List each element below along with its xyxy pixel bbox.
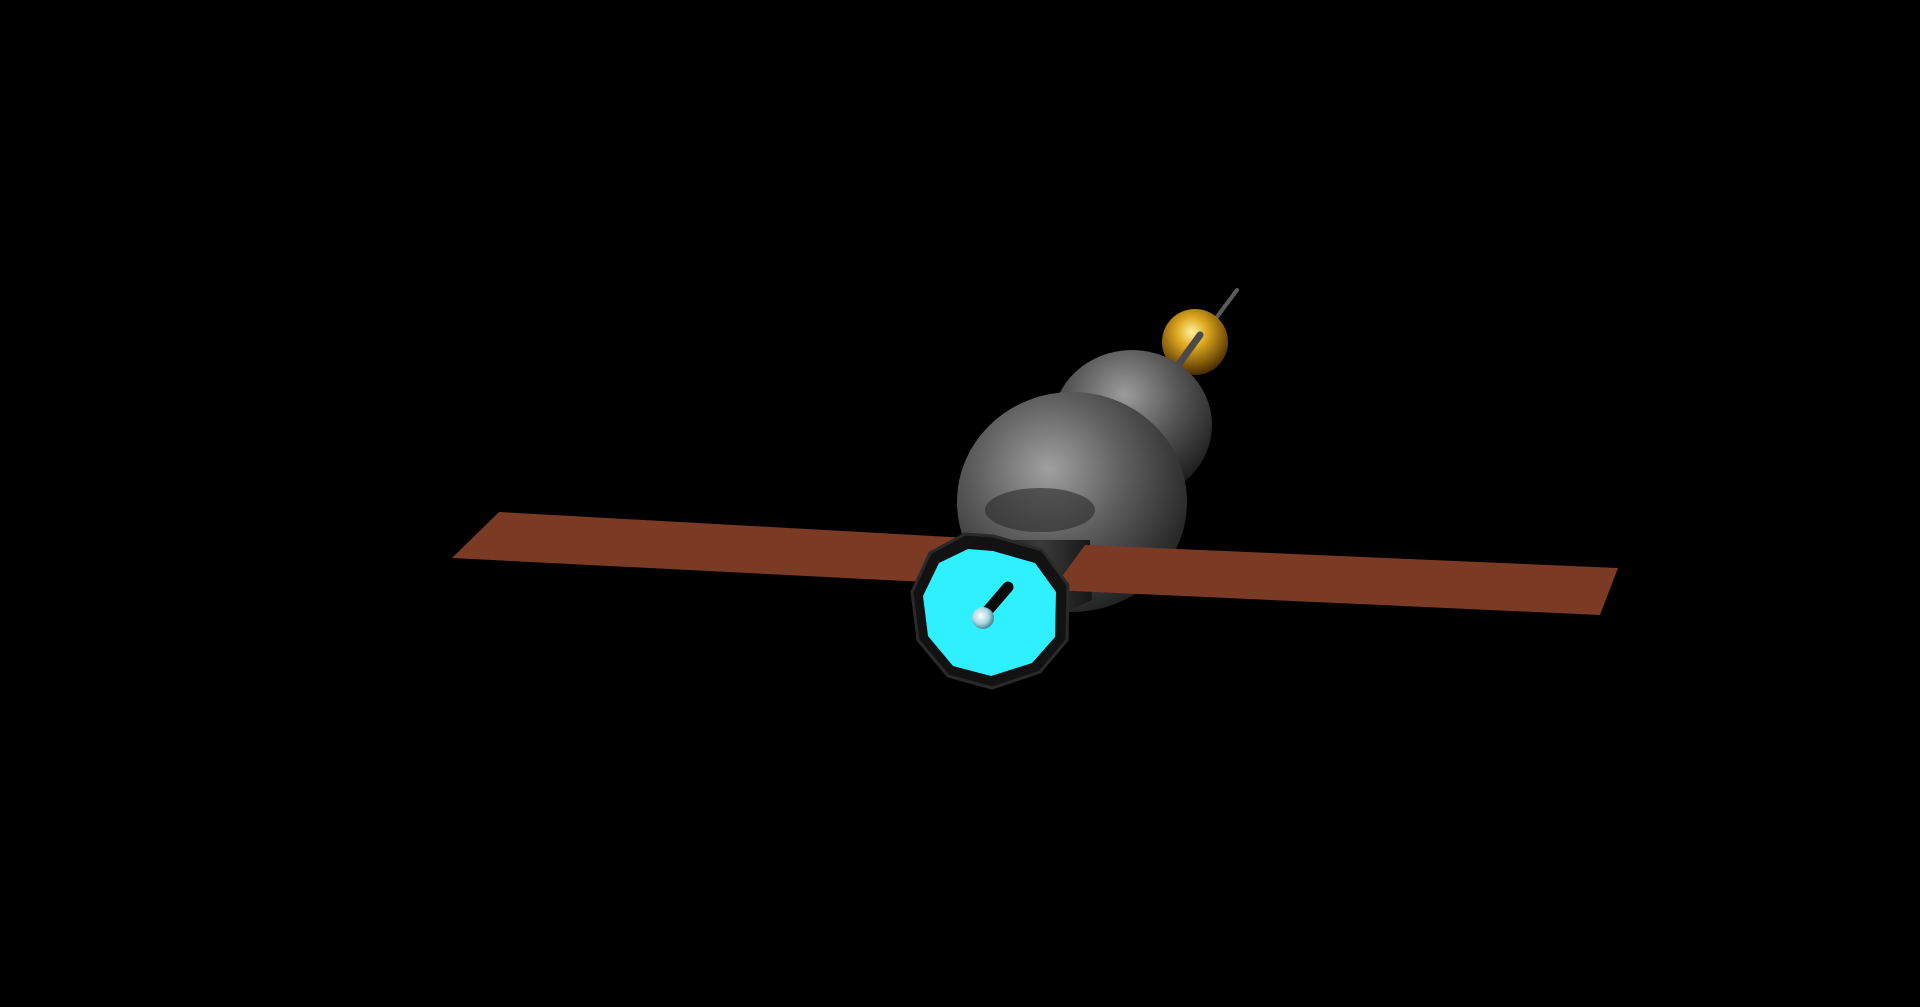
left-solar-panel (452, 512, 1005, 584)
body-neck-top (985, 488, 1095, 532)
dish-feed-tip (972, 607, 994, 629)
right-solar-panel (1052, 545, 1618, 615)
